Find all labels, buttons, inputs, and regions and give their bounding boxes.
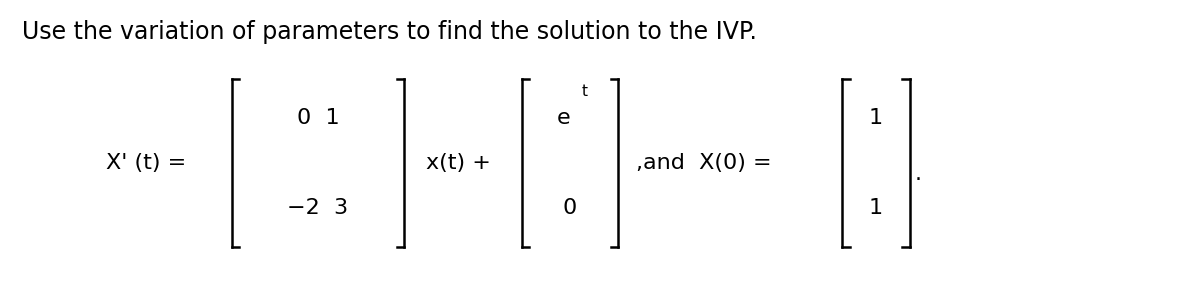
Text: t: t [581,84,588,99]
Text: 0: 0 [563,198,577,218]
Text: Use the variation of parameters to find the solution to the IVP.: Use the variation of parameters to find … [22,20,756,44]
Text: e: e [557,108,571,128]
Text: .: . [914,164,922,184]
Text: 1: 1 [869,108,883,128]
Text: x(t) +: x(t) + [426,153,491,173]
Text: ,and  X(0) =: ,and X(0) = [636,153,772,173]
Text: X' (t) =: X' (t) = [106,153,186,173]
Text: 1: 1 [869,198,883,218]
Text: −2  3: −2 3 [288,198,348,218]
Text: 0  1: 0 1 [296,108,340,128]
